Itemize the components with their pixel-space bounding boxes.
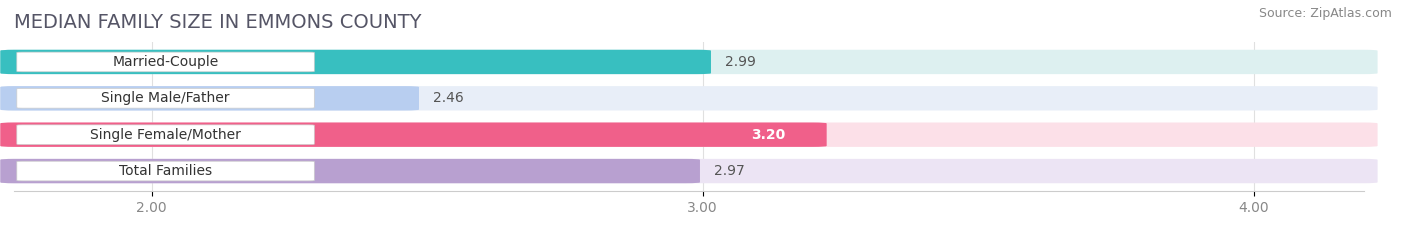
Text: 3.20: 3.20 <box>751 128 786 142</box>
FancyBboxPatch shape <box>0 86 1378 110</box>
FancyBboxPatch shape <box>0 123 1378 147</box>
FancyBboxPatch shape <box>0 86 419 110</box>
Text: Single Female/Mother: Single Female/Mother <box>90 128 240 142</box>
Text: Source: ZipAtlas.com: Source: ZipAtlas.com <box>1258 7 1392 20</box>
FancyBboxPatch shape <box>0 50 711 74</box>
FancyBboxPatch shape <box>0 159 700 183</box>
Text: MEDIAN FAMILY SIZE IN EMMONS COUNTY: MEDIAN FAMILY SIZE IN EMMONS COUNTY <box>14 13 422 32</box>
Text: 2.99: 2.99 <box>724 55 755 69</box>
FancyBboxPatch shape <box>17 161 315 181</box>
FancyBboxPatch shape <box>17 52 315 72</box>
FancyBboxPatch shape <box>0 50 1378 74</box>
Text: 2.46: 2.46 <box>433 91 464 105</box>
FancyBboxPatch shape <box>0 123 827 147</box>
Text: Single Male/Father: Single Male/Father <box>101 91 229 105</box>
FancyBboxPatch shape <box>17 89 315 108</box>
FancyBboxPatch shape <box>0 159 1378 183</box>
Text: Married-Couple: Married-Couple <box>112 55 219 69</box>
Text: 2.97: 2.97 <box>714 164 745 178</box>
Text: Total Families: Total Families <box>120 164 212 178</box>
FancyBboxPatch shape <box>17 125 315 144</box>
